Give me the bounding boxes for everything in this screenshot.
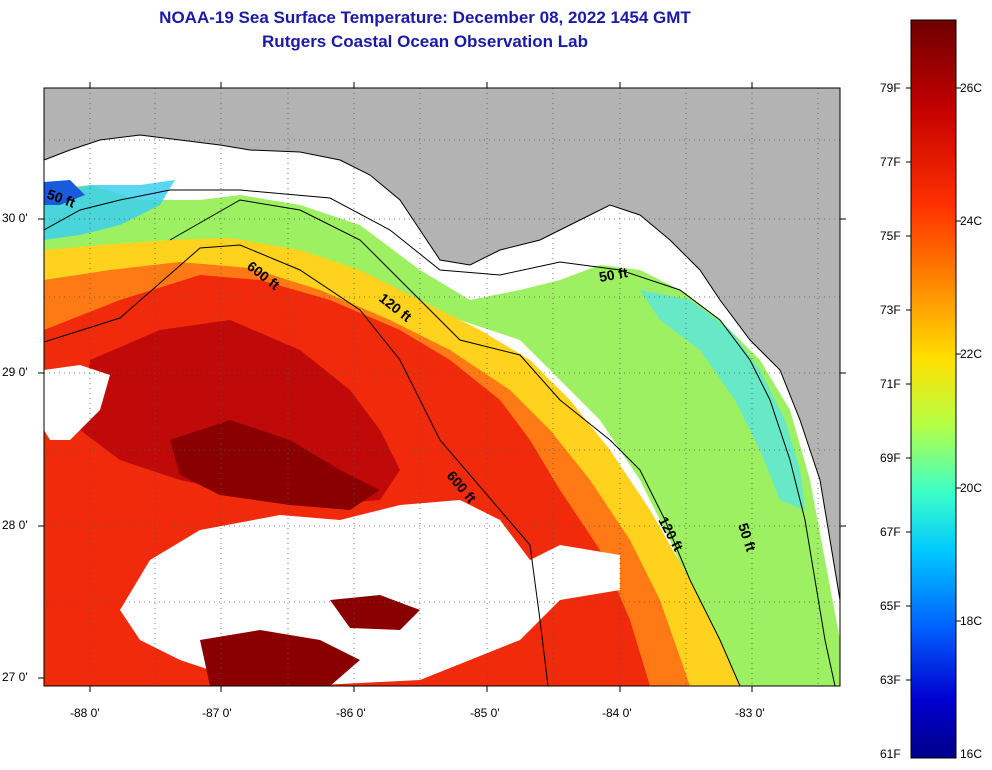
isobath-label: 50 ft (598, 264, 629, 285)
colorbar-ticks (906, 87, 961, 681)
longitude-label: -83 0' (735, 706, 765, 720)
colorbar (910, 19, 957, 759)
blue-nw (44, 180, 85, 205)
longitude-label: -88 0' (70, 706, 100, 720)
colorbar-label-f: 77F (880, 155, 901, 169)
colorbar-label-f: 61F (880, 747, 901, 761)
coastline (43, 134, 841, 601)
map-subtitle: Rutgers Coastal Ocean Observation Lab (262, 32, 588, 51)
isobath-50ft (44, 189, 836, 686)
cool-shelf-band (44, 185, 840, 686)
colorbar-label-c: 24C (960, 214, 983, 228)
colorbar-label-c: 22C (960, 347, 983, 361)
map-frame (43, 87, 841, 687)
longitude-label: -84 0' (602, 706, 632, 720)
colorbar-label-c: 16C (960, 747, 983, 761)
latitude-label: 28 0' (2, 518, 28, 532)
colorbar-label-f: 73F (880, 303, 901, 317)
longitude-label: -86 0' (336, 706, 366, 720)
longitude-label: -87 0' (202, 706, 232, 720)
latitude-label: 29 0' (2, 365, 28, 379)
isobaths (44, 189, 836, 686)
colorbar-label-f: 65F (880, 599, 901, 613)
dark-patch-south2 (330, 595, 420, 630)
colorbar-label-c: 20C (960, 481, 983, 495)
cyan-nearshore (640, 290, 805, 510)
colorbar-label-c: 18C (960, 614, 983, 628)
darkest-core (170, 420, 380, 510)
isobath-120ft (169, 199, 741, 686)
colorbar-label-f: 67F (880, 525, 901, 539)
tick-marks (38, 82, 846, 692)
cloud-sw-patch (44, 365, 110, 440)
latitude-label: 30 0' (2, 211, 28, 225)
isobath-600ft (44, 244, 549, 686)
colorbar-label-f: 79F (880, 81, 901, 95)
colorbar-label-f: 75F (880, 229, 901, 243)
colorbar-label-f: 71F (880, 377, 901, 391)
map-title: NOAA-19 Sea Surface Temperature: Decembe… (159, 8, 691, 27)
latitude-label: 27 0' (2, 670, 28, 684)
colorbar-label-f: 63F (880, 673, 901, 687)
dark-patch-south (200, 630, 360, 686)
colorbar-label-f: 69F (880, 451, 901, 465)
longitude-label: -85 0' (470, 706, 500, 720)
colorbar-label-c: 26C (960, 81, 983, 95)
